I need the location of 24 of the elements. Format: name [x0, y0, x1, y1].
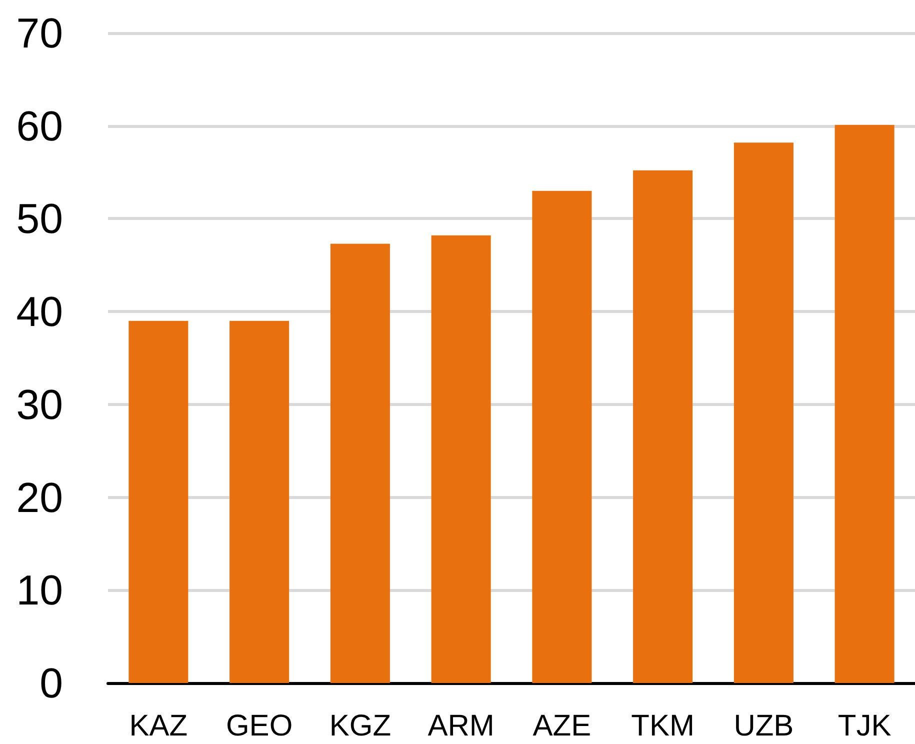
- y-tick-label: 10: [16, 566, 63, 614]
- bar: [330, 244, 390, 683]
- y-tick-label: 20: [16, 474, 63, 521]
- y-tick-label: 50: [16, 195, 63, 242]
- bar: [734, 142, 794, 683]
- x-tick-label: GEO: [226, 710, 293, 742]
- bar: [230, 320, 290, 683]
- x-tick-label: TKM: [631, 710, 694, 742]
- x-tick-label: KGZ: [329, 710, 392, 742]
- x-tick-label: AZE: [532, 710, 592, 742]
- y-tick-label: 0: [40, 660, 63, 706]
- x-tick-label: UZB: [734, 710, 794, 742]
- bar: [431, 235, 491, 683]
- bar: [532, 190, 592, 683]
- y-tick-label: 40: [16, 288, 63, 336]
- x-tick-label: KAZ: [129, 710, 188, 742]
- x-tick-label: TJK: [838, 710, 892, 742]
- bar: [633, 170, 693, 683]
- y-tick-label: 60: [16, 102, 63, 150]
- y-tick-label: 30: [16, 380, 63, 428]
- bar: [128, 320, 188, 683]
- bar: [834, 124, 894, 683]
- x-tick-label: ARM: [428, 710, 494, 742]
- y-tick-label: 70: [16, 10, 63, 56]
